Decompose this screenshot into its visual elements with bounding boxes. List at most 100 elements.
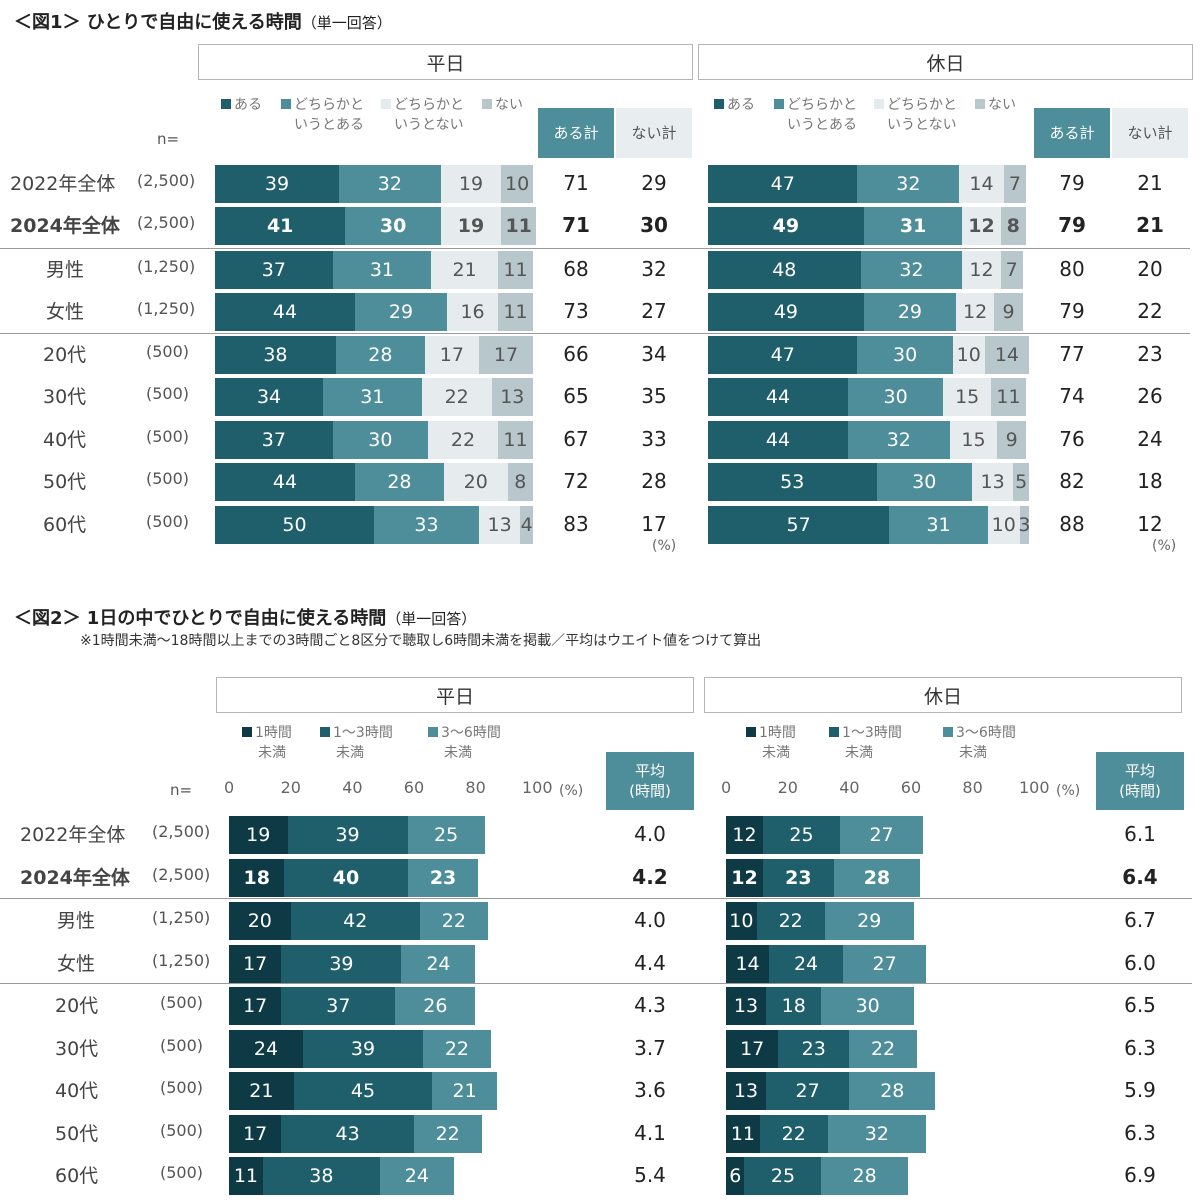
fig2-holiday-axis-tick: 60 (900, 778, 922, 797)
fig1-row-label: 2022年全体 (10, 173, 116, 195)
avg-header-line2: (時間) (1119, 782, 1161, 800)
fig2-holiday-bar-segment: 18 (766, 987, 822, 1025)
fig1-weekday-bar-segment: 50 (215, 506, 374, 544)
legend-label-line2: いうとある (787, 117, 857, 133)
fig1-holiday-bar-segment: 7 (1000, 251, 1023, 289)
fig2-note: ※1時間未満～18時間以上までの3時間ごと8区分で聴取し6時間未満を掲載／平均は… (80, 633, 762, 649)
fig2-holiday-bar-segment: 13 (726, 987, 767, 1025)
fig1-holiday-bar-segment: 32 (860, 251, 963, 289)
fig2-weekday-average: 4.3 (634, 993, 666, 1017)
fig1-holiday-total-aru: 77 (1059, 342, 1085, 366)
fig2-weekday-axis-tick: 40 (342, 778, 363, 797)
fig2-weekday-bar-segment: 25 (407, 816, 485, 854)
fig1-weekday-bar-segment: 31 (332, 251, 432, 289)
fig1-row-separator (0, 333, 1190, 334)
fig1-holiday-bar-segment: 57 (708, 506, 890, 544)
fig2-row-label: 女性 (57, 953, 96, 975)
fig2-holiday-legend-1: 1～3時間 未満 (829, 723, 902, 763)
fig2-weekday-bar-segment: 23 (407, 859, 479, 897)
fig2-weekday-bar-segment: 19 (229, 816, 288, 854)
fig1-title-main: ＜図1＞ ひとりで自由に使える時間 (14, 12, 302, 33)
fig2-row-label: 男性 (57, 910, 96, 932)
fig2-holiday-percent-unit: (%) (1056, 783, 1081, 799)
fig1-holiday-bar-segment: 32 (857, 165, 960, 203)
fig2-weekday-average: 4.1 (634, 1121, 666, 1145)
fig1-holiday-total-nai: 18 (1137, 469, 1163, 493)
fig2-weekday-bar-segment: 24 (229, 1030, 303, 1068)
fig2-holiday-average: 6.3 (1124, 1121, 1156, 1145)
fig2-holiday-bar-segment: 23 (762, 859, 834, 897)
fig2-weekday-legend-0: 1時間 未満 (242, 723, 292, 763)
fig2-row-n: (2,500) (152, 822, 211, 841)
fig2-row-n: (500) (160, 1078, 204, 1097)
fig1-row-label: 30代 (43, 386, 87, 408)
fig1-n-label: n= (157, 130, 180, 148)
legend-label: どちらかと (887, 97, 957, 113)
fig1-row-n: (500) (146, 427, 190, 446)
fig1-row-n: (1,250) (137, 257, 196, 276)
fig2-row-n: (500) (160, 1163, 204, 1182)
fig1-weekday-bar-segment: 28 (335, 336, 425, 374)
fig1-weekday-bar-segment: 30 (332, 421, 429, 459)
fig1-weekday-bar-segment: 10 (501, 165, 533, 203)
legend-label: ない (495, 97, 523, 113)
legend-label: ある (234, 97, 262, 113)
fig1-holiday-bar-segment: 49 (708, 207, 864, 245)
fig2-weekday-average: 3.6 (634, 1078, 666, 1102)
fig2-weekday-legend-2: 3～6時間 未満 (428, 723, 501, 763)
legend-swatch (428, 727, 438, 737)
fig2-row-label: 40代 (55, 1080, 99, 1102)
fig2-weekday-bar-segment: 37 (281, 987, 396, 1025)
legend-label: 3～6時間 (441, 725, 501, 741)
legend-label-line2: いうとない (394, 117, 464, 133)
fig1-holiday-bar-segment: 47 (708, 336, 858, 374)
fig1-holiday-bar-segment: 30 (847, 378, 944, 416)
fig1-title-sub: （単一回答） (301, 14, 392, 32)
fig2-weekday-bar-segment: 39 (287, 816, 408, 854)
fig1-holiday-bar-segment: 14 (959, 165, 1004, 203)
fig2-row-label: 30代 (55, 1038, 99, 1060)
fig2-weekday-axis-tick: 100 (522, 778, 553, 797)
fig1-holiday-bar-segment: 53 (708, 463, 877, 501)
fig2-holiday-bar-segment: 24 (769, 945, 844, 983)
fig1-holiday-total-aru: 79 (1059, 299, 1085, 323)
fig2-holiday-bar-segment: 22 (756, 902, 825, 940)
legend-swatch (943, 727, 953, 737)
fig1-weekday-bar-segment: 37 (215, 251, 333, 289)
fig1-holiday-bar-segment: 10 (987, 506, 1020, 544)
fig2-weekday-bar-segment: 22 (419, 902, 488, 940)
fig1-row-label: 2024年全体 (10, 215, 120, 237)
fig1-weekday-legend-1: どちらかと いうとある (281, 95, 364, 135)
fig2-row-label: 2022年全体 (20, 824, 126, 846)
fig1-holiday-legend-0: ある (714, 95, 755, 115)
fig1-holiday-legend-2: どちらかと いうとない (874, 95, 957, 135)
fig1-row-n: (500) (146, 469, 190, 488)
fig1-row-n: (2,500) (137, 171, 196, 190)
fig1-holiday-bar-segment: 30 (876, 463, 972, 501)
fig1-holiday-bar-segment: 10 (952, 336, 985, 374)
avg-header-line1: 平均 (1124, 762, 1155, 780)
fig2-weekday-bar-segment: 17 (229, 1115, 282, 1153)
legend-label: どちらかと (394, 97, 464, 113)
fig2-weekday-bar-segment: 11 (229, 1157, 263, 1195)
fig1-weekday-total-nai: 27 (641, 299, 667, 323)
legend-label: 1時間 (759, 725, 796, 741)
fig1-weekday-bar-segment: 19 (440, 165, 502, 203)
fig1-row-n: (1,250) (137, 299, 196, 318)
fig1-weekday-total-aru: 73 (563, 299, 589, 323)
fig2-holiday-average: 6.1 (1124, 822, 1156, 846)
fig2-row-n: (2,500) (152, 865, 211, 884)
fig1-row-label: 20代 (43, 344, 87, 366)
fig2-row-separator (0, 898, 1192, 899)
legend-label: ある (727, 97, 755, 113)
fig1-weekday-bar-segment: 17 (478, 336, 533, 374)
fig1-holiday-bar-segment: 11 (991, 378, 1026, 416)
fig2-holiday-bar-segment: 27 (839, 816, 924, 854)
fig2-holiday-bar-segment: 28 (833, 859, 921, 897)
fig1-weekday-bar-segment: 11 (498, 293, 533, 331)
fig2-holiday-average: 6.4 (1122, 865, 1158, 889)
fig2-title-sub: （単一回答） (386, 610, 477, 628)
fig1-weekday-total-nai: 29 (641, 171, 667, 195)
fig1-title: ＜図1＞ ひとりで自由に使える時間（単一回答） (14, 8, 392, 34)
fig1-holiday-total-aru: 82 (1059, 469, 1085, 493)
